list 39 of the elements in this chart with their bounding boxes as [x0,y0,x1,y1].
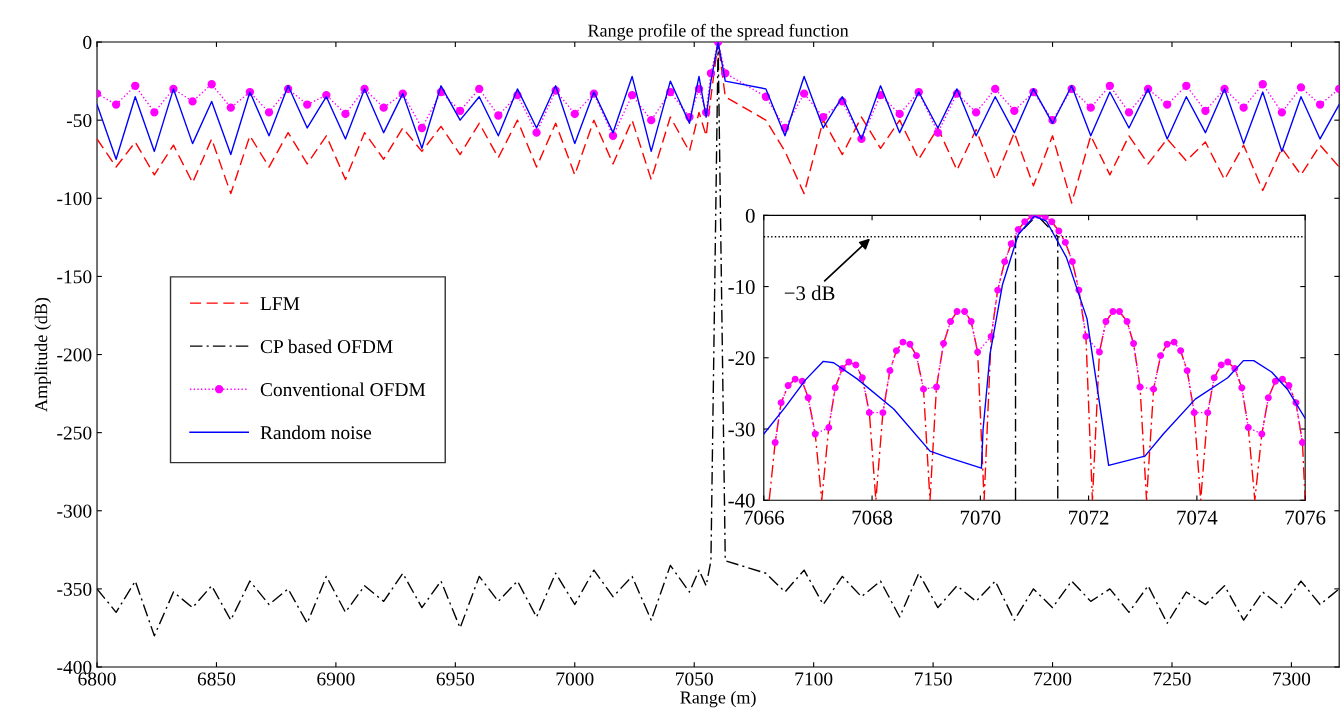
y-tick-label: -20 [728,351,755,366]
x-tick-label: 6850 [197,672,236,686]
y-tick-label: -200 [57,348,92,362]
x-tick-label: 7000 [556,672,594,686]
annotation: −3 dB [784,285,835,301]
x-tick-label: 7074 [1177,510,1218,525]
chart-title: Range profile of the spread function [588,23,849,41]
x-tick-label: 7200 [1034,672,1072,686]
x-tick-label: 7100 [795,672,833,686]
x-tick-label: 7150 [914,672,952,686]
y-tick-label: -40 [728,493,755,508]
x-tick-label: 7072 [1069,510,1109,525]
y-tick-label: -150 [57,270,92,284]
y-tick-label: -100 [57,192,92,206]
y-axis-title: Amplitude (dB) [34,297,51,412]
x-tick-label: 6900 [317,672,355,686]
y-tick-label: 0 [83,35,92,49]
y-tick-label: -250 [57,426,92,440]
y-tick-label: -400 [57,660,92,674]
legend-label: Random noise [260,425,372,440]
y-tick-label: 0 [745,208,755,223]
y-tick-label: -50 [66,113,92,128]
y-tick-label: -300 [57,504,92,518]
legend-label: Conventional OFDM [260,382,426,397]
x-tick-label: 7076 [1285,510,1326,525]
y-tick-label: -10 [728,279,755,294]
x-tick-label: 7300 [1273,672,1311,686]
x-tick-label: 7066 [744,510,785,525]
legend-label: LFM [260,297,300,310]
x-tick-label: 6950 [436,672,475,686]
x-tick-label: 7050 [676,672,713,686]
x-tick-label: 6800 [78,672,116,686]
x-tick-label: 7068 [852,510,893,525]
x-axis-title: Range (m) [680,690,756,708]
y-tick-label: -30 [728,422,755,437]
x-tick-label: 7070 [960,510,1001,525]
y-tick-label: -350 [57,582,92,596]
x-tick-label: 7250 [1153,672,1191,686]
legend-label: CP based OFDM [260,339,393,354]
